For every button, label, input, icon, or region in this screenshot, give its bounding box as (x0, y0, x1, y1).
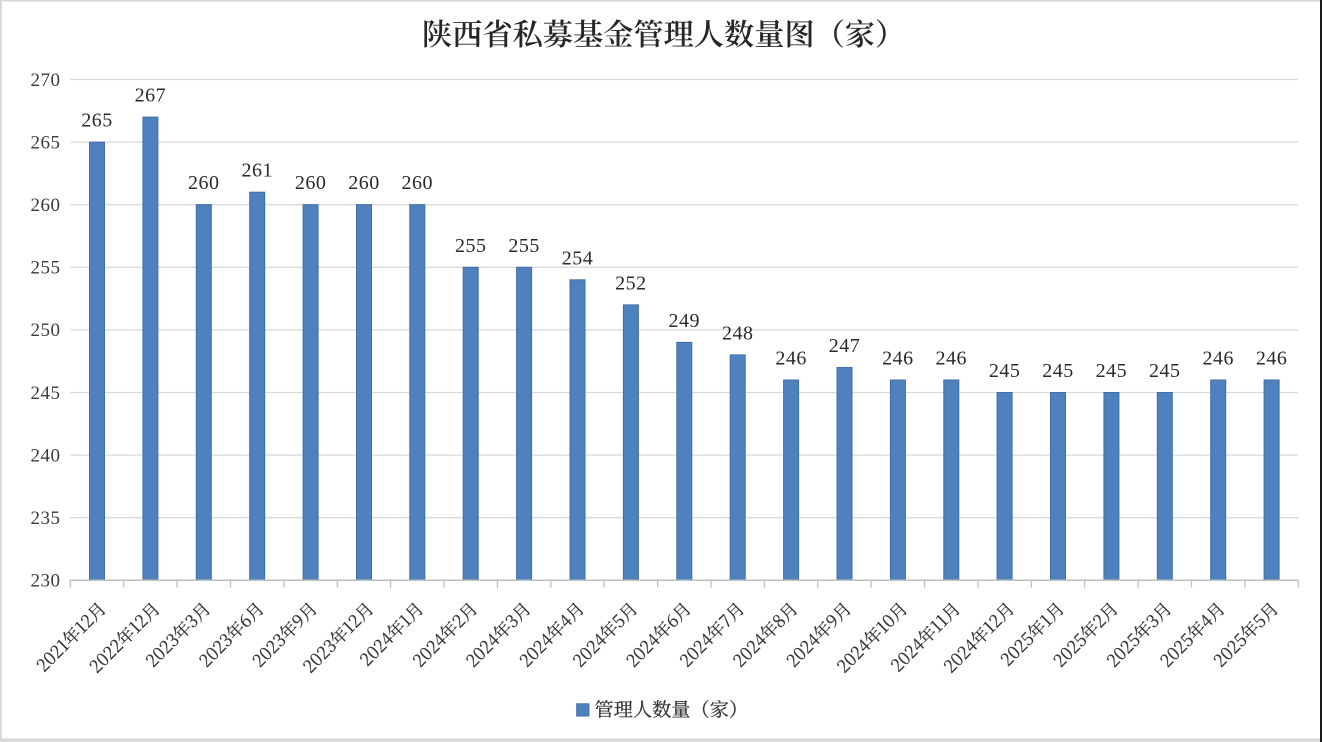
svg-text:247: 247 (829, 335, 861, 357)
svg-text:246: 246 (1202, 348, 1234, 370)
svg-text:245: 245 (1042, 360, 1074, 382)
svg-text:250: 250 (31, 320, 61, 341)
svg-text:248: 248 (722, 322, 754, 344)
svg-text:255: 255 (31, 258, 61, 279)
svg-text:246: 246 (882, 348, 914, 370)
svg-text:246: 246 (1256, 348, 1288, 370)
svg-text:267: 267 (135, 85, 167, 107)
svg-text:260: 260 (348, 172, 380, 194)
svg-text:261: 261 (241, 160, 273, 182)
svg-text:246: 246 (936, 348, 968, 370)
svg-text:260: 260 (402, 172, 434, 194)
svg-text:240: 240 (31, 445, 61, 466)
svg-text:235: 235 (31, 508, 61, 529)
svg-text:270: 270 (31, 70, 61, 91)
svg-text:245: 245 (989, 360, 1021, 382)
svg-text:260: 260 (295, 172, 327, 194)
svg-text:249: 249 (669, 310, 701, 332)
svg-text:265: 265 (31, 132, 61, 153)
svg-text:260: 260 (31, 195, 61, 216)
svg-text:230: 230 (31, 571, 61, 592)
svg-text:245: 245 (1149, 360, 1181, 382)
svg-text:265: 265 (81, 110, 113, 132)
svg-text:245: 245 (1096, 360, 1128, 382)
svg-text:255: 255 (455, 235, 487, 257)
svg-text:245: 245 (31, 383, 61, 404)
svg-text:260: 260 (188, 172, 220, 194)
svg-text:254: 254 (562, 247, 594, 269)
svg-text:246: 246 (775, 348, 807, 370)
svg-text:255: 255 (508, 235, 540, 257)
svg-text:252: 252 (615, 272, 647, 294)
